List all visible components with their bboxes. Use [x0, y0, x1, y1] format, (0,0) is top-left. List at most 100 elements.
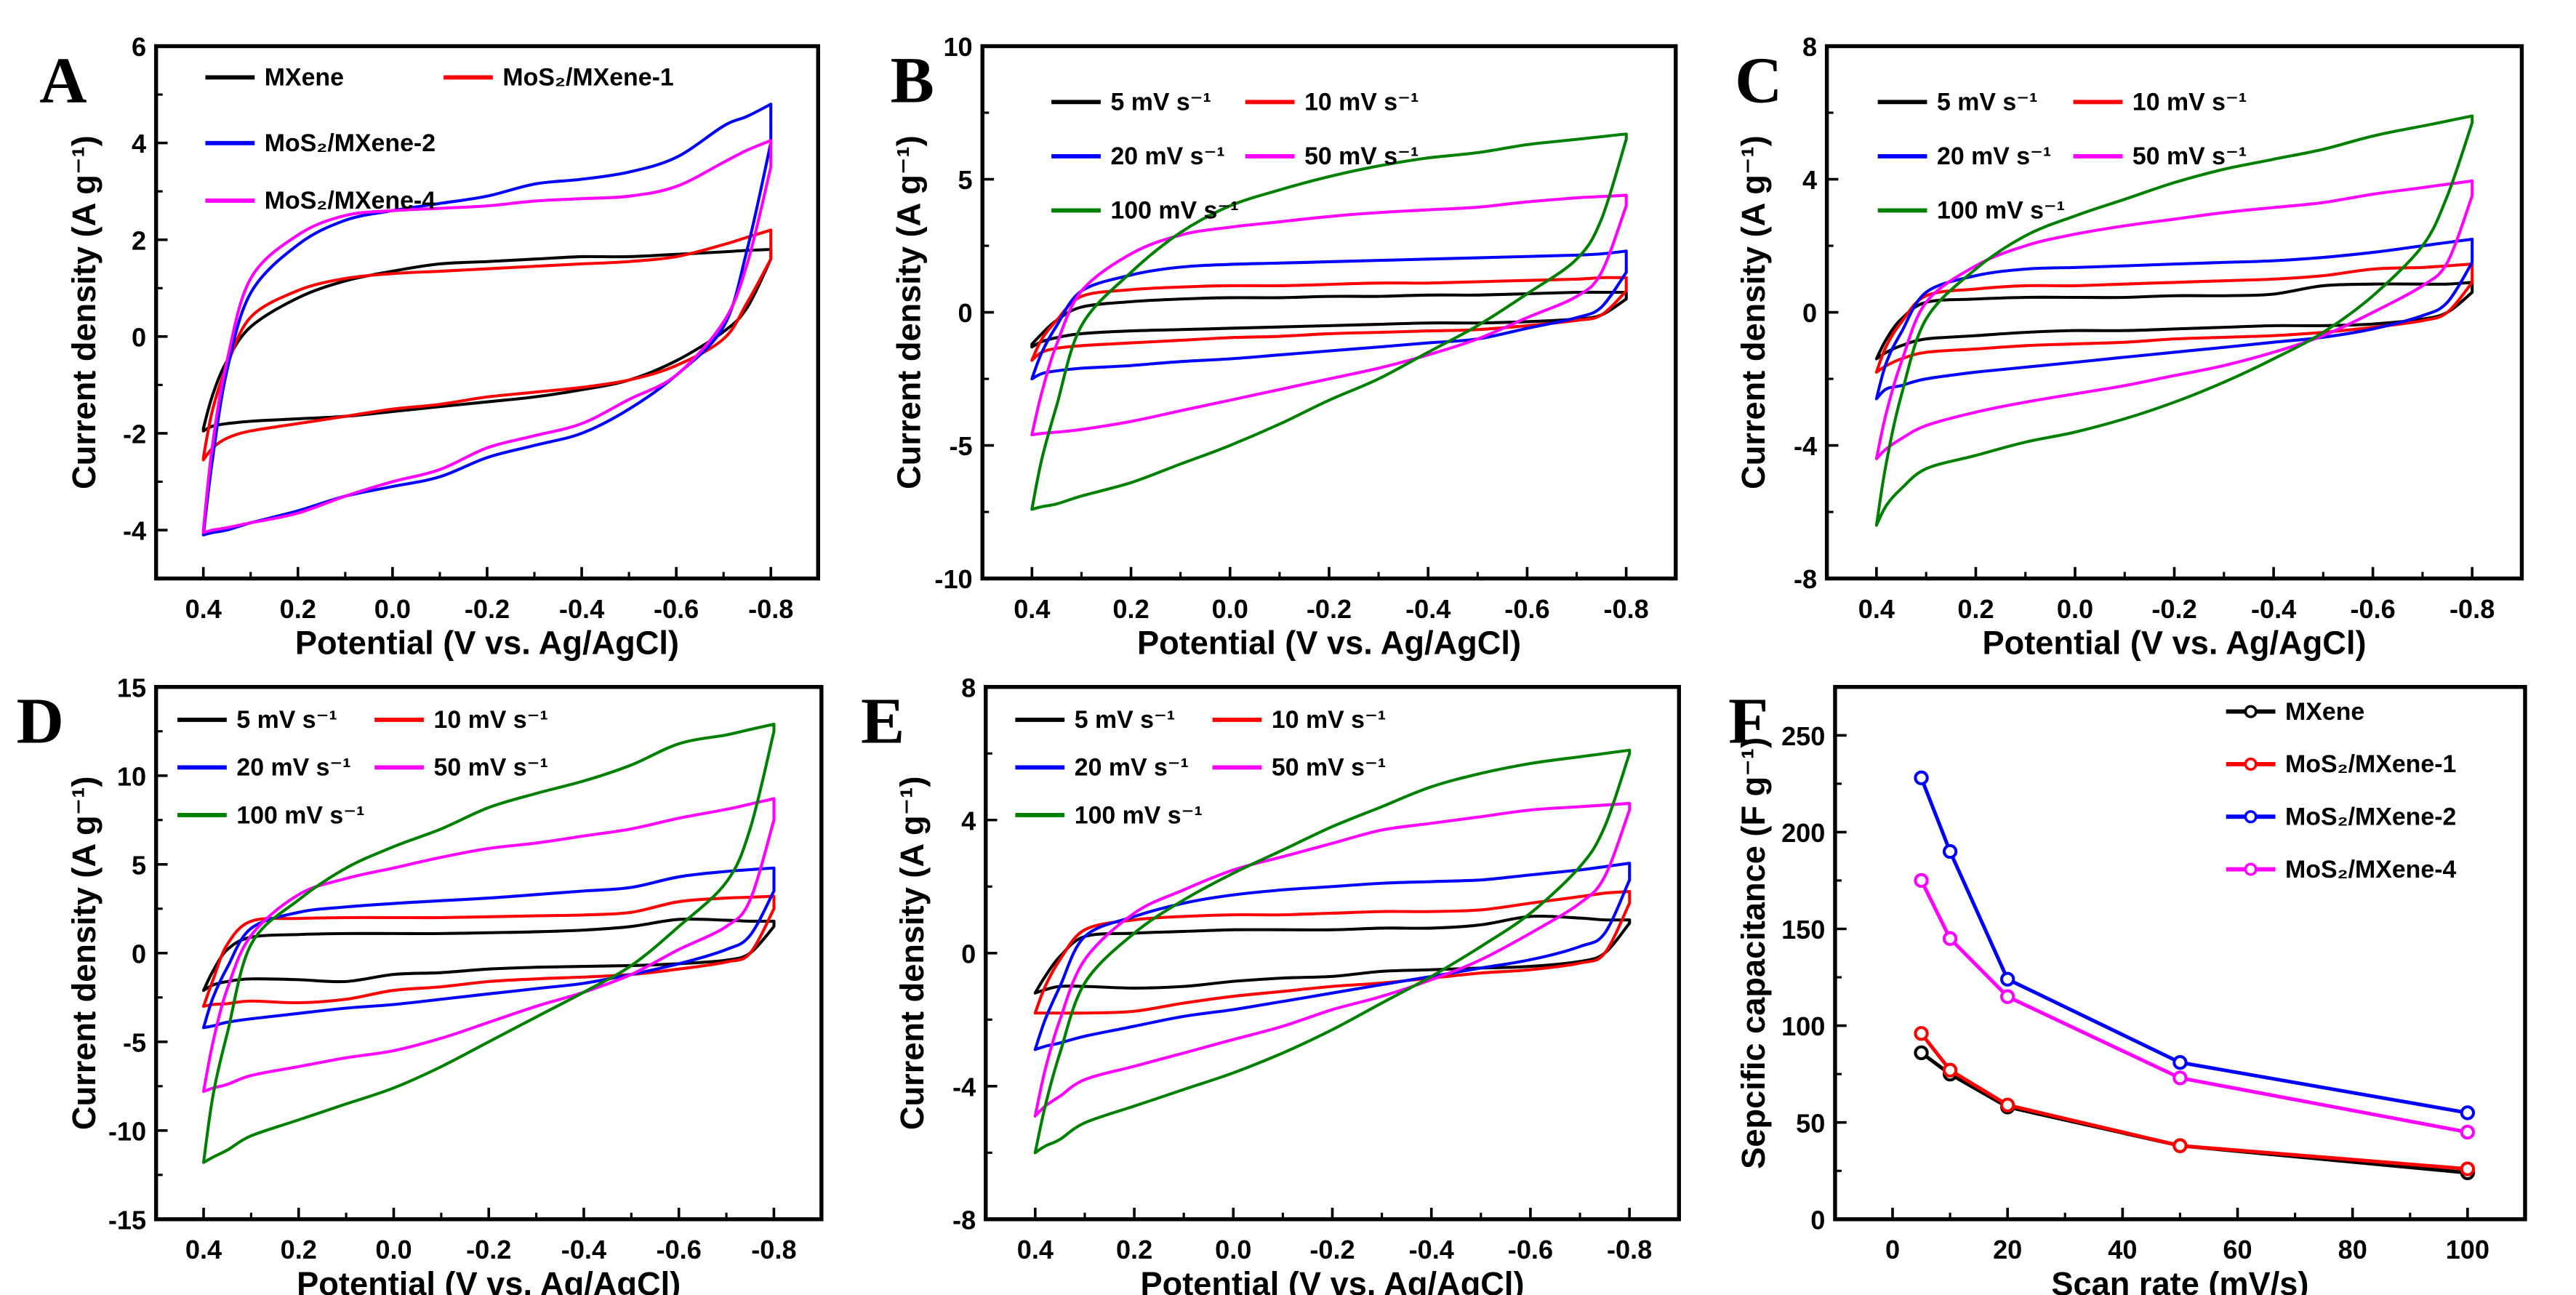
legend-marker [2244, 810, 2258, 824]
legend-label: MXene [265, 64, 344, 92]
data-point-0-0 [1914, 1045, 1929, 1061]
legend-label: MoS₂/MXene-4 [265, 187, 436, 215]
plot-area [201, 722, 776, 1164]
legend-marker [2244, 705, 2258, 718]
legend-marker [2244, 862, 2258, 876]
legend-item: MoS₂/MXene-4 [2226, 856, 2456, 883]
plot-area [1033, 748, 1632, 1155]
panel-b: B 0.4 0.2 0.0 -0.2 -0.4 -0.6 -0.8 10 5 0 -5 -10 Poten… [890, 32, 1678, 662]
cv-curve-series-0 [201, 917, 776, 993]
y-tick-label: 2 [132, 225, 146, 255]
y-tick-label: -8 [1794, 564, 1817, 594]
data-point-3-4 [2460, 1124, 2476, 1140]
x-tick-label: -0.2 [1309, 1235, 1355, 1264]
x-tick-label: 40 [2108, 1235, 2137, 1264]
cv-curve-series-0 [1874, 281, 2474, 361]
y-tick-label: 5 [958, 165, 973, 195]
y-tick-label: -4 [952, 1072, 976, 1102]
x-tick-label: 0.0 [2057, 594, 2093, 624]
legend-label: MoS₂/MXene-2 [2285, 803, 2456, 831]
panel-letter: B [891, 43, 934, 116]
legend-label: 20 mV s⁻¹ [1937, 143, 2051, 170]
y-tick-label: 0 [1802, 298, 1817, 328]
panel-letter: E [861, 684, 904, 758]
legend-item: 20 mV s⁻¹ [177, 754, 351, 782]
plot-area [1030, 132, 1628, 511]
cv-curve-series-3 [1874, 179, 2474, 460]
x-tick-label: -0.2 [1307, 594, 1352, 624]
x-tick-label: -0.8 [1607, 1235, 1652, 1264]
x-tick-label: 0.0 [1212, 594, 1248, 624]
legend-item: MoS₂/MXene-1 [444, 64, 674, 92]
x-tick-label: -0.2 [465, 594, 510, 624]
legend-item: 50 mV s⁻¹ [374, 754, 548, 782]
data-point-1-4 [2460, 1161, 2476, 1176]
series-line-3 [1919, 879, 2468, 1134]
x-tick-label: 80 [2338, 1235, 2367, 1264]
panel-d: D 0.4 0.2 0.0 -0.2 -0.4 -0.6 -0.8 15 10 5 0 -5 -10 -15… [17, 673, 824, 1295]
y-tick-label: 8 [1802, 32, 1817, 62]
x-tick-label: 0.2 [1112, 594, 1149, 624]
legend-item: 100 mV s⁻¹ [177, 801, 364, 829]
legend: 5 mV s⁻¹ 10 mV s⁻¹ 20 mV s⁻¹ 50 mV s⁻¹ 100 m… [177, 706, 548, 829]
x-tick-label: -0.2 [466, 1235, 511, 1264]
legend-label: 50 mV s⁻¹ [434, 754, 548, 782]
y-tick-label: -15 [108, 1205, 146, 1235]
cv-curve-series-4 [201, 722, 776, 1164]
legend-marker [2244, 757, 2258, 771]
legend-item: 10 mV s⁻¹ [2073, 89, 2247, 116]
legend-item: 100 mV s⁻¹ [1877, 197, 2065, 225]
x-tick-label: -0.6 [1504, 594, 1549, 624]
legend-item: 100 mV s⁻¹ [1015, 801, 1203, 829]
x-tick-label: 0.4 [1858, 594, 1895, 624]
y-tick-label: -4 [1794, 431, 1817, 461]
y-tick-label: 200 [1781, 818, 1825, 848]
y-axis-label: Current density (A g⁻¹) [1735, 135, 1772, 489]
x-tick-label: -0.4 [1405, 594, 1450, 624]
y-tick-label: -2 [123, 419, 146, 449]
plot-area [1874, 114, 2474, 527]
data-point-1-3 [2172, 1138, 2188, 1153]
legend-label: 10 mV s⁻¹ [1304, 89, 1419, 116]
x-tick-label: -0.6 [657, 1235, 702, 1264]
x-tick-label: 0.0 [375, 1235, 412, 1264]
legend: MXene MoS₂/MXene-1 MoS₂/MXene-2 MoS₂/MXene-… [205, 64, 674, 215]
data-point-2-2 [2000, 971, 2015, 987]
y-tick-label: 8 [961, 673, 976, 702]
y-axis-label: Current density (A g⁻¹) [65, 776, 103, 1130]
legend-label: 5 mV s⁻¹ [1110, 89, 1211, 116]
legend-label: 5 mV s⁻¹ [236, 706, 337, 734]
legend: 5 mV s⁻¹ 10 mV s⁻¹ 20 mV s⁻¹ 50 mV s⁻¹ 100 m… [1015, 706, 1386, 829]
y-tick-label: 150 [1781, 915, 1825, 945]
x-tick-label: -0.8 [1604, 594, 1649, 624]
y-tick-label: -8 [952, 1205, 976, 1235]
x-tick-label: 0.4 [185, 594, 222, 624]
legend-item: 20 mV s⁻¹ [1877, 143, 2051, 170]
legend-item: 10 mV s⁻¹ [374, 706, 548, 734]
x-axis-label: Potential (V vs. Ag/AgCl) [295, 625, 679, 662]
x-tick-label: -0.4 [561, 1235, 606, 1264]
x-tick-label: -0.6 [654, 594, 699, 624]
legend-item: 5 mV s⁻¹ [1051, 89, 1211, 116]
panel-letter: F [1728, 684, 1768, 758]
y-tick-label: 0 [961, 939, 976, 969]
data-point-2-4 [2460, 1105, 2476, 1120]
y-tick-label: 50 [1796, 1108, 1825, 1138]
y-axis-label: Current density (A g⁻¹) [890, 135, 927, 489]
x-tick-label: 0.4 [1017, 1235, 1054, 1264]
legend-item: 5 mV s⁻¹ [177, 706, 337, 734]
data-point-2-3 [2172, 1055, 2188, 1070]
y-tick-label: 4 [961, 806, 976, 835]
legend-label: 50 mV s⁻¹ [1304, 143, 1419, 170]
x-tick-label: 60 [2223, 1235, 2252, 1264]
y-tick-label: 15 [117, 673, 146, 702]
legend-item: 20 mV s⁻¹ [1051, 143, 1225, 170]
data-point-1-1 [1942, 1062, 1958, 1078]
legend: 5 mV s⁻¹ 10 mV s⁻¹ 20 mV s⁻¹ 50 mV s⁻¹ 100 m… [1051, 89, 1419, 225]
cv-curve-series-2 [201, 866, 776, 1030]
legend-label: 50 mV s⁻¹ [1272, 754, 1386, 782]
y-tick-label: 10 [117, 761, 146, 791]
data-point-2-1 [1942, 843, 1958, 859]
x-tick-label: 20 [1993, 1235, 2022, 1264]
